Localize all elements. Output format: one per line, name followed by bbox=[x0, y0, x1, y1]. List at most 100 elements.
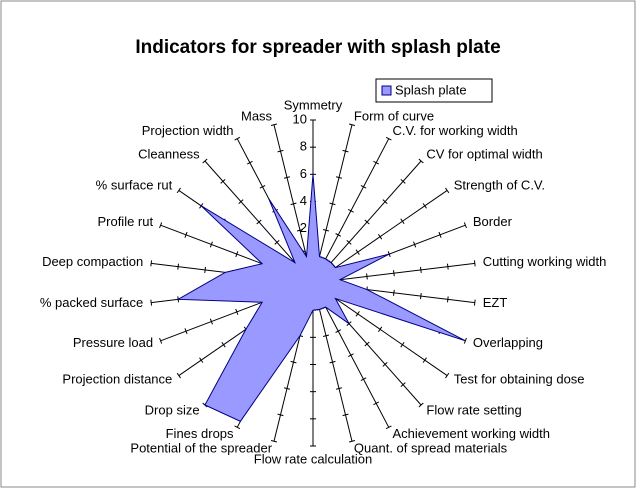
tick-mark bbox=[364, 219, 370, 225]
tick-mark bbox=[204, 266, 206, 273]
tick-mark bbox=[221, 341, 226, 348]
tick-mark bbox=[159, 222, 163, 229]
category-label: CV for optimal width bbox=[426, 146, 542, 161]
tick-mark bbox=[445, 187, 450, 194]
tick-mark bbox=[382, 361, 388, 367]
tick-mark bbox=[270, 440, 278, 443]
tick-mark bbox=[445, 372, 450, 379]
tick-mark bbox=[335, 233, 342, 237]
tick-mark bbox=[202, 158, 208, 164]
tick-mark bbox=[329, 202, 336, 206]
legend-swatch bbox=[381, 85, 392, 96]
tick-mark bbox=[277, 413, 284, 417]
tick-mark bbox=[296, 229, 304, 232]
tick-mark bbox=[418, 402, 424, 408]
tick-mark bbox=[335, 329, 342, 333]
tick-mark bbox=[446, 263, 449, 270]
tick-mark bbox=[234, 136, 241, 141]
tick-mark bbox=[473, 260, 476, 267]
tick-mark bbox=[238, 199, 244, 205]
category-label: Fines drops bbox=[166, 426, 234, 441]
tick-mark bbox=[446, 296, 449, 303]
tick-mark bbox=[366, 273, 368, 280]
tick-mark bbox=[413, 241, 417, 248]
tick-mark bbox=[329, 360, 336, 364]
tick-mark bbox=[364, 341, 370, 347]
r-tick-label: 2 bbox=[300, 220, 307, 235]
tick-mark bbox=[385, 136, 392, 141]
category-label: Drop size bbox=[145, 402, 200, 417]
tick-mark bbox=[346, 239, 352, 245]
category-label: Border bbox=[473, 214, 513, 229]
category-label: % packed surface bbox=[40, 295, 143, 310]
category-label: Profile rut bbox=[97, 214, 153, 229]
tick-mark bbox=[220, 178, 226, 184]
r-tick-label: 8 bbox=[300, 139, 307, 154]
category-label: Test for obtaining dose bbox=[454, 372, 585, 387]
tick-mark bbox=[360, 377, 367, 382]
tick-mark bbox=[283, 176, 291, 179]
tick-mark bbox=[400, 341, 405, 348]
category-label: Form of curve bbox=[354, 108, 434, 123]
tick-mark bbox=[382, 199, 388, 205]
tick-mark bbox=[348, 123, 356, 126]
tick-mark bbox=[347, 208, 354, 213]
tick-mark bbox=[283, 387, 291, 390]
category-label: Projection width bbox=[142, 123, 234, 138]
category-label: Deep compaction bbox=[42, 254, 143, 269]
tick-mark bbox=[184, 328, 188, 335]
tick-mark bbox=[270, 123, 278, 126]
category-label: Potential of the spreader bbox=[130, 440, 272, 455]
r-tick-label: 6 bbox=[300, 166, 307, 181]
tick-mark bbox=[235, 251, 239, 258]
category-label: Mass bbox=[241, 108, 273, 123]
tick-mark bbox=[355, 249, 360, 255]
tick-mark bbox=[393, 289, 395, 296]
tick-mark bbox=[176, 372, 181, 379]
tick-mark bbox=[400, 178, 406, 184]
tick-mark bbox=[256, 219, 262, 225]
tick-mark bbox=[377, 233, 383, 240]
legend-box bbox=[375, 78, 493, 103]
chart-title: Indicators for spreader with splash plat… bbox=[135, 37, 500, 58]
tick-mark bbox=[342, 413, 349, 417]
tick-mark bbox=[377, 326, 383, 333]
r-tick-label: 10 bbox=[293, 111, 307, 126]
category-label: Cutting working width bbox=[483, 254, 607, 269]
tick-mark bbox=[400, 382, 406, 388]
category-label: Quant. of spread materials bbox=[354, 440, 508, 455]
category-label: Overlapping bbox=[473, 335, 543, 350]
tick-mark bbox=[209, 241, 213, 248]
tick-mark bbox=[473, 299, 476, 306]
tick-mark bbox=[400, 218, 405, 225]
tick-mark bbox=[246, 160, 253, 165]
tick-mark bbox=[422, 203, 427, 209]
category-label: Cleanness bbox=[138, 146, 200, 161]
tick-mark bbox=[150, 260, 153, 267]
tick-mark bbox=[342, 149, 349, 153]
tick-mark bbox=[277, 149, 284, 153]
radar-area bbox=[176, 174, 466, 422]
tick-mark bbox=[373, 401, 380, 406]
tick-mark bbox=[235, 308, 239, 315]
tick-mark bbox=[335, 387, 343, 390]
r-tick-label: 4 bbox=[300, 193, 307, 208]
category-label: Symmetry bbox=[284, 97, 343, 112]
tick-mark bbox=[322, 334, 330, 337]
tick-mark bbox=[290, 202, 297, 206]
category-label: Projection distance bbox=[62, 372, 172, 387]
tick-mark bbox=[373, 160, 380, 165]
category-label: EZT bbox=[483, 295, 508, 310]
tick-mark bbox=[159, 337, 163, 344]
tick-mark bbox=[177, 263, 180, 270]
legend-label: Splash plate bbox=[395, 82, 467, 97]
category-label: Flow rate calculation bbox=[254, 451, 373, 466]
tick-mark bbox=[463, 222, 467, 229]
tick-mark bbox=[150, 299, 153, 306]
tick-mark bbox=[199, 357, 204, 363]
tick-mark bbox=[385, 425, 392, 430]
tick-mark bbox=[274, 239, 280, 245]
tick-mark bbox=[355, 311, 360, 317]
category-label: Flow rate setting bbox=[426, 402, 521, 417]
